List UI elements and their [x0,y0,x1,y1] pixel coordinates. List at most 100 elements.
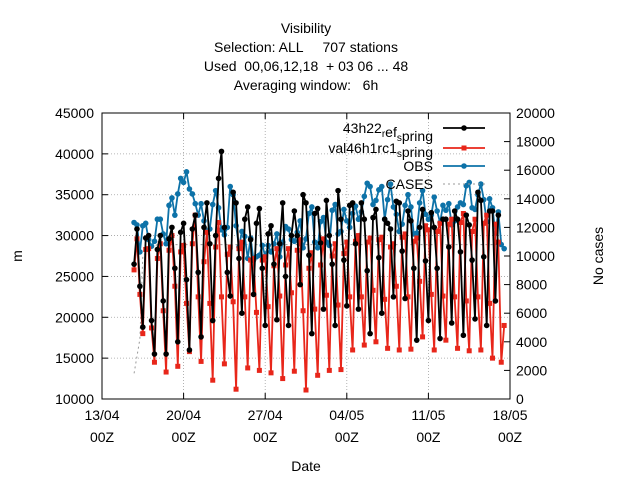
data-point [230,189,236,196]
data-point [326,232,333,239]
data-point [210,377,216,383]
data-point [367,183,373,190]
data-point [297,281,303,288]
data-point [183,276,190,283]
data-point [279,200,286,206]
data-point [227,244,233,250]
data-point [195,269,201,276]
data-point [148,317,155,324]
data-point [154,246,161,253]
data-point [312,306,318,312]
data-point [224,251,230,257]
data-point [286,246,292,252]
data-point [221,224,228,231]
data-point [329,207,336,214]
data-point [198,358,204,364]
data-point [501,322,507,328]
data-point [373,339,379,345]
y-tick-label: 35000 [55,187,94,203]
data-point [364,239,370,245]
data-point [416,200,423,206]
data-point [242,294,248,300]
x-tick-label-date: 27/04 [248,407,283,423]
title-line-3: Used 00,06,12,18 + 03 06 ... 48 [204,58,409,74]
data-point [501,245,507,252]
data-point [274,231,280,237]
data-point [431,194,438,200]
data-point [347,294,353,300]
data-point [390,204,397,210]
data-point [440,202,446,209]
data-point [396,347,402,353]
data-point [320,214,327,221]
data-point [181,242,187,248]
y2-tick-label: 18000 [516,134,555,150]
data-point [472,216,478,222]
data-point [408,346,414,352]
data-point [387,181,394,187]
data-point [256,367,262,373]
data-point [484,212,490,218]
data-point [288,232,295,239]
data-point [344,303,350,309]
legend-entry: CASES [386,176,485,192]
data-point [498,359,504,365]
data-point [183,169,190,175]
data-point [443,216,449,223]
y-tick-label: 15000 [55,350,94,366]
y2-tick-label: 10000 [516,248,555,264]
data-point [320,236,326,242]
data-point [201,224,207,231]
data-point [472,316,478,322]
y2-tick-label: 20000 [516,105,555,121]
data-point [277,293,283,299]
data-point [402,231,408,237]
data-point [137,283,143,290]
data-point [358,294,364,300]
y2-axis-label: No cases [590,227,606,285]
y2-tick-label: 16000 [516,162,555,178]
data-point [329,261,336,267]
data-point [291,208,298,214]
data-point [483,322,490,329]
data-point [472,206,478,213]
data-point [314,245,321,251]
data-point [268,222,274,229]
data-point [230,299,236,305]
data-point [297,237,303,243]
data-point [323,197,330,204]
data-point [140,331,146,337]
data-point [239,228,245,235]
data-point [428,209,435,216]
data-point [306,252,312,258]
data-point [300,191,306,198]
y2-tick-label: 14000 [516,191,555,207]
data-point [166,202,172,209]
data-point [446,244,452,250]
title-line-4: Averaging window: 6h [234,77,379,93]
data-point [373,206,379,213]
data-point [454,204,461,210]
data-point [419,206,426,213]
data-point [169,195,175,201]
data-point [244,204,251,210]
data-point [134,222,140,228]
legend-label: OBS [403,158,433,174]
data-point [393,283,399,289]
data-point [221,361,227,367]
legend-marker [461,125,467,131]
data-point [300,308,306,314]
data-point [478,197,484,204]
data-point [262,254,268,260]
data-point [251,255,257,261]
data-point [189,226,196,232]
data-point [376,254,382,261]
data-point [478,181,484,187]
data-point [350,347,356,353]
data-point [169,224,175,231]
data-point [446,221,452,227]
data-point [163,240,169,247]
data-point [276,240,283,247]
data-point [457,249,464,255]
